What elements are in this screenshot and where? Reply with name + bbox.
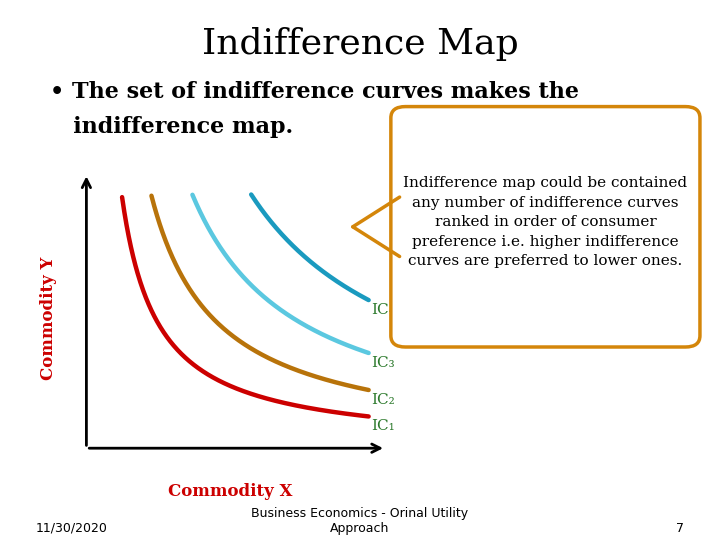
Text: Commodity Y: Commodity Y [40, 257, 58, 380]
Text: • The set of indifference curves makes the: • The set of indifference curves makes t… [50, 81, 580, 103]
Text: Business Economics - Orinal Utility
Approach: Business Economics - Orinal Utility Appr… [251, 507, 469, 535]
Text: IC₂: IC₂ [372, 393, 395, 407]
Text: Commodity X: Commodity X [168, 483, 292, 500]
Text: indifference map.: indifference map. [50, 116, 294, 138]
Text: IC₄: IC₄ [372, 303, 395, 316]
Text: 11/30/2020: 11/30/2020 [36, 522, 108, 535]
Text: Indifference Map: Indifference Map [202, 27, 518, 61]
Text: IC₁: IC₁ [372, 419, 395, 433]
FancyBboxPatch shape [391, 106, 700, 347]
Text: Indifference map could be contained
any number of indifference curves
ranked in : Indifference map could be contained any … [403, 176, 688, 268]
Text: 7: 7 [676, 522, 684, 535]
Text: IC₃: IC₃ [372, 355, 395, 369]
